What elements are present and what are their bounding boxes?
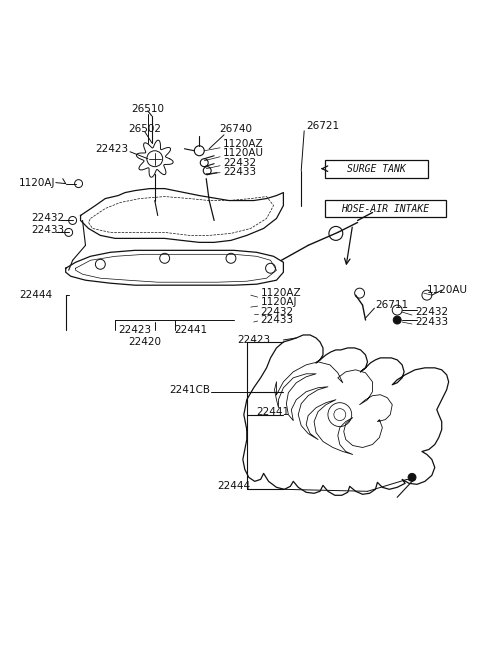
Text: 26510: 26510 bbox=[132, 104, 164, 114]
Text: 26502: 26502 bbox=[128, 124, 161, 134]
Text: 1120AU: 1120AU bbox=[223, 148, 264, 158]
Text: 22444: 22444 bbox=[19, 290, 52, 300]
Text: 22423: 22423 bbox=[96, 144, 129, 154]
Text: 1120AU: 1120AU bbox=[427, 285, 468, 295]
Text: 22433: 22433 bbox=[31, 225, 64, 235]
Text: 22432: 22432 bbox=[223, 158, 256, 168]
Text: 22433: 22433 bbox=[261, 315, 294, 325]
Text: 22432: 22432 bbox=[415, 307, 448, 317]
FancyBboxPatch shape bbox=[325, 200, 446, 217]
Text: 22420: 22420 bbox=[128, 337, 161, 347]
Text: 1120AZ: 1120AZ bbox=[261, 288, 301, 298]
Text: 22433: 22433 bbox=[223, 167, 256, 177]
Circle shape bbox=[408, 474, 416, 482]
Text: 1120AJ: 1120AJ bbox=[19, 177, 56, 188]
Text: 22423: 22423 bbox=[118, 325, 151, 335]
FancyBboxPatch shape bbox=[325, 160, 428, 177]
Text: 22423: 22423 bbox=[237, 335, 270, 345]
Text: 22432: 22432 bbox=[31, 214, 64, 223]
Text: 2241CB: 2241CB bbox=[169, 385, 211, 395]
Text: 26721: 26721 bbox=[306, 121, 339, 131]
Text: 22433: 22433 bbox=[415, 317, 448, 327]
Text: 26740: 26740 bbox=[219, 124, 252, 134]
Text: 22432: 22432 bbox=[261, 307, 294, 317]
Circle shape bbox=[393, 316, 401, 324]
Text: HOSE-AIR INTAKE: HOSE-AIR INTAKE bbox=[341, 204, 430, 214]
Text: 26711: 26711 bbox=[375, 300, 408, 310]
Text: 22444: 22444 bbox=[217, 482, 250, 491]
Text: SURGE TANK: SURGE TANK bbox=[347, 164, 406, 173]
Text: 1120AJ: 1120AJ bbox=[261, 297, 297, 307]
Text: 22441: 22441 bbox=[175, 325, 208, 335]
Text: 1120AZ: 1120AZ bbox=[223, 139, 264, 148]
Text: 22441: 22441 bbox=[257, 407, 290, 417]
